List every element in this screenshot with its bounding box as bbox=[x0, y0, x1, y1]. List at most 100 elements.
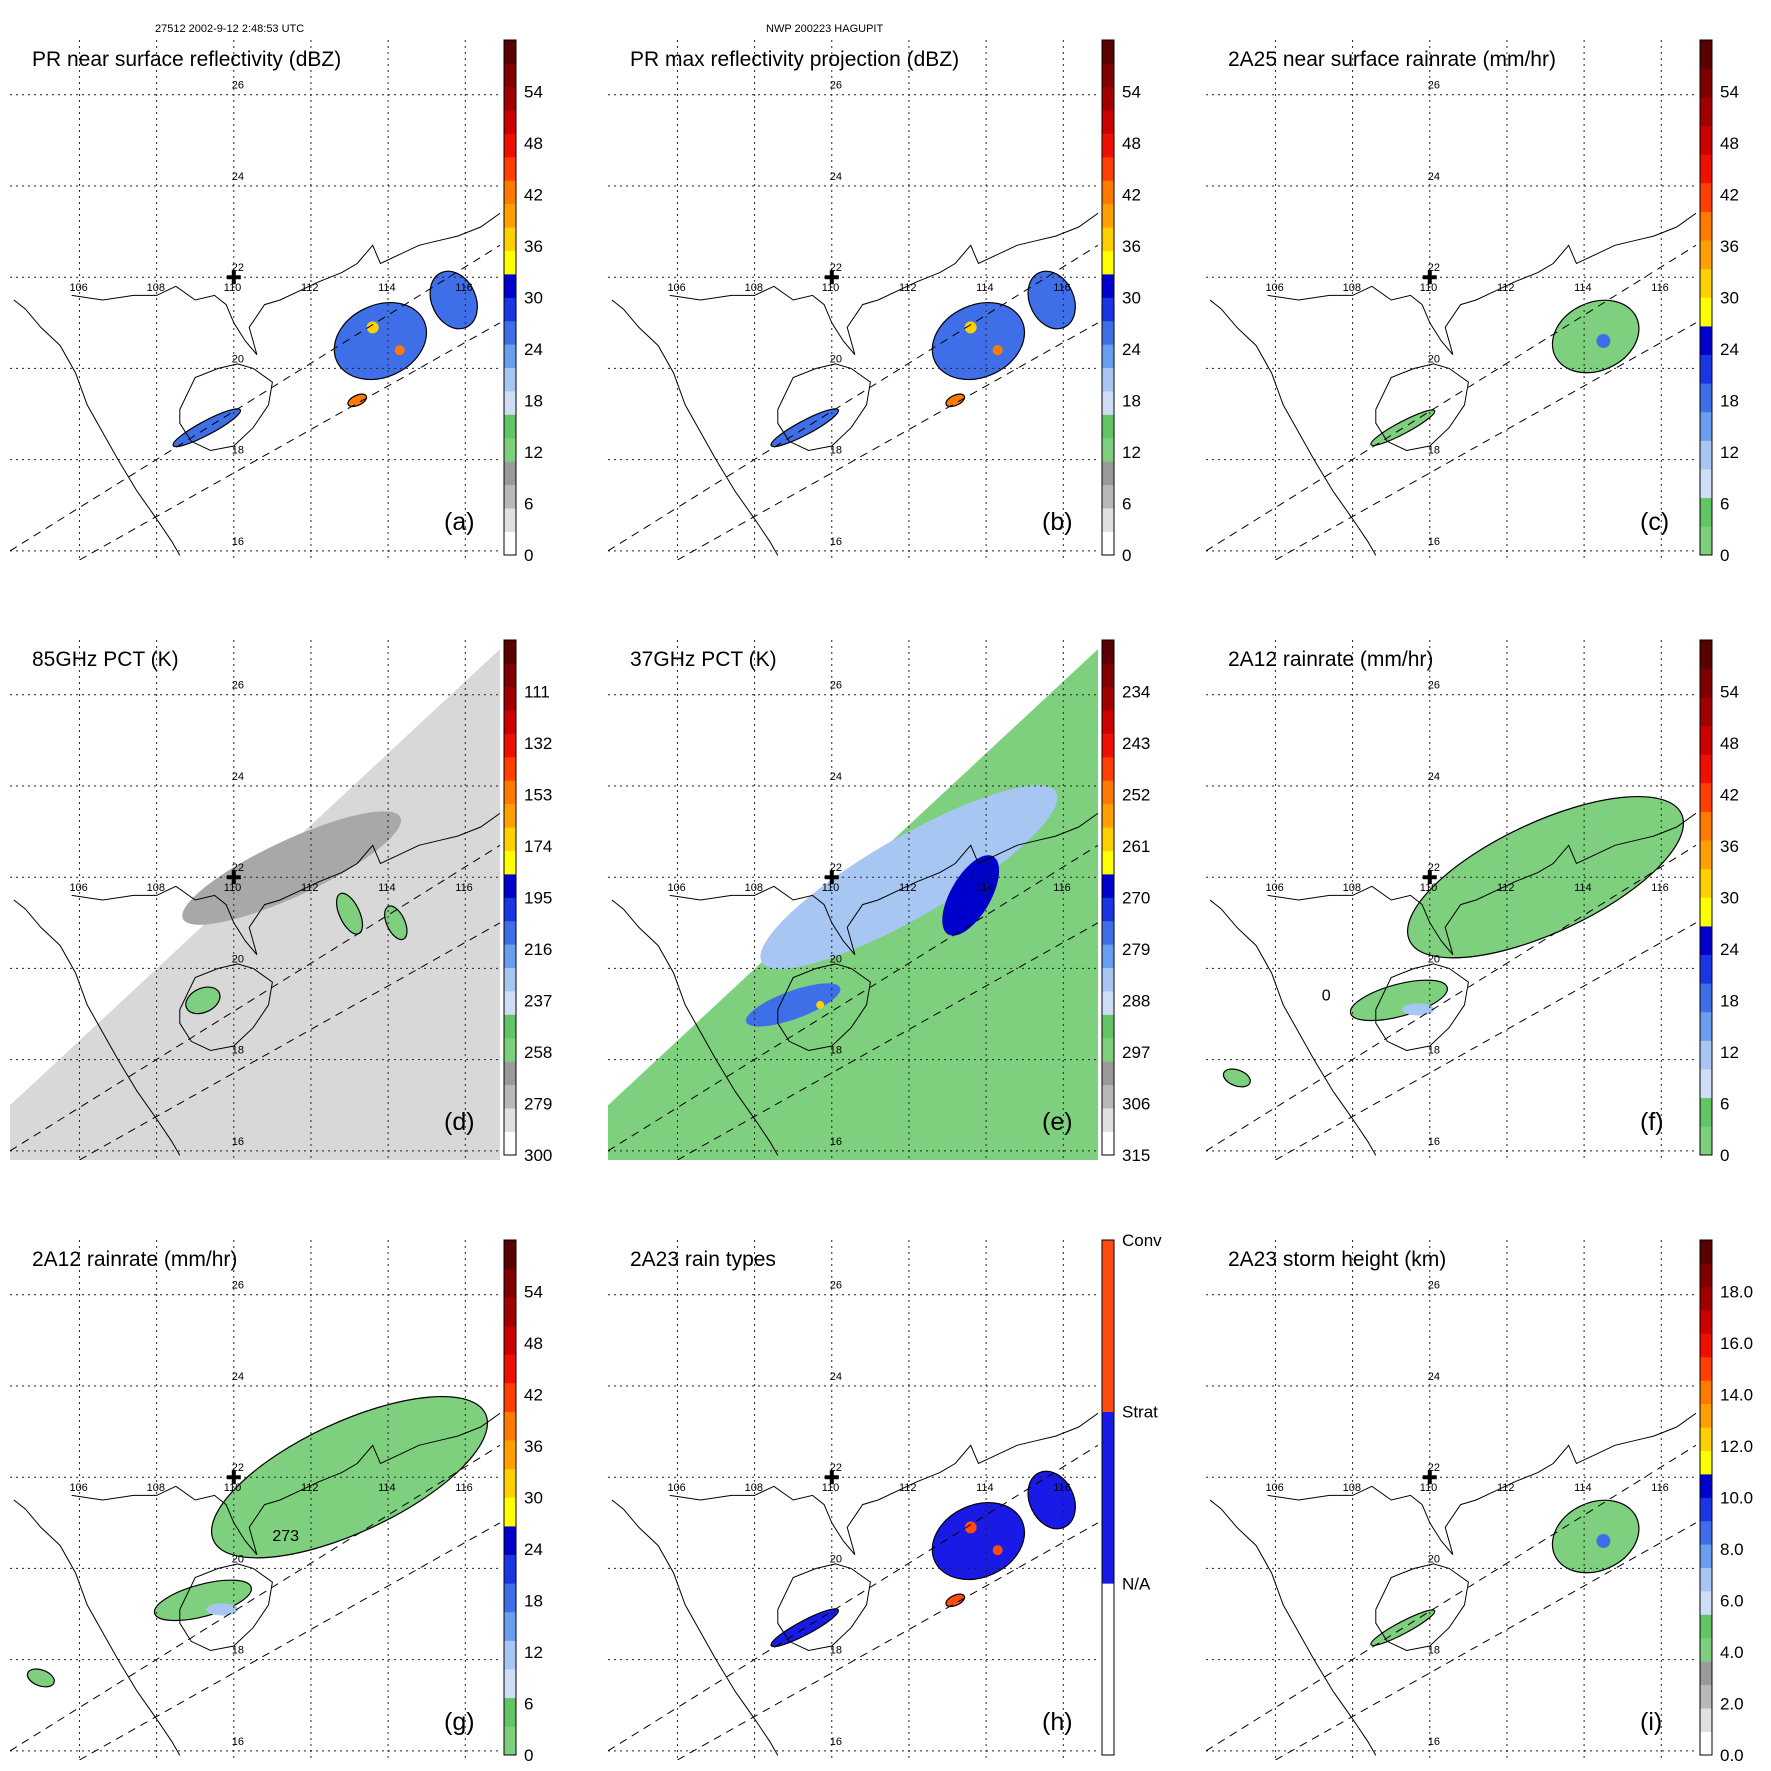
colorbar-tick-label: 54 bbox=[524, 83, 543, 102]
colorbar-swatch bbox=[1102, 180, 1114, 205]
colorbar-tick-label: 12 bbox=[1720, 1043, 1739, 1062]
cold-band bbox=[182, 811, 402, 925]
panel-letter: (h) bbox=[1042, 1708, 1073, 1736]
lon-label: 114 bbox=[378, 882, 396, 894]
colorbar-swatch bbox=[1700, 326, 1712, 356]
colorbar-tick-label: 14.0 bbox=[1720, 1386, 1753, 1405]
colorbar-tick-label: 0 bbox=[524, 1746, 533, 1765]
colorbar-tick-label: Strat bbox=[1122, 1403, 1158, 1422]
panel-letter: (e) bbox=[1042, 1108, 1073, 1136]
colorbar-swatch bbox=[504, 663, 516, 688]
coastline bbox=[13, 899, 181, 1156]
colorbar-swatch bbox=[504, 86, 516, 111]
lat-label: 22 bbox=[232, 862, 244, 874]
colorbar-swatch bbox=[1700, 1591, 1712, 1615]
lat-label: 18 bbox=[1428, 1045, 1440, 1057]
swath-edge bbox=[1206, 244, 1696, 552]
colorbar-swatch bbox=[1102, 63, 1114, 88]
lat-label: 22 bbox=[232, 262, 244, 274]
colorbar-swatch bbox=[1700, 1040, 1712, 1070]
colorbar-swatch bbox=[1102, 850, 1114, 875]
lat-label: 18 bbox=[1428, 445, 1440, 457]
colorbar-swatch bbox=[504, 1669, 516, 1699]
colorbar-swatch bbox=[1102, 110, 1114, 134]
colorbar: N/A Strat Conv bbox=[1101, 1231, 1162, 1756]
storm-center-marker bbox=[824, 1470, 839, 1485]
colorbar-tick-label: 30 bbox=[1720, 289, 1739, 308]
coastline bbox=[777, 963, 871, 1052]
lon-label: 110 bbox=[1420, 882, 1438, 894]
lon-label: 116 bbox=[1651, 882, 1669, 894]
ice-scattering-area bbox=[185, 986, 221, 1015]
lon-label: 116 bbox=[455, 1482, 473, 1494]
lon-label: 112 bbox=[1497, 282, 1515, 294]
lat-label: 24 bbox=[830, 771, 842, 783]
colorbar-tick-label: 306 bbox=[1122, 1095, 1150, 1114]
colorbar-swatch bbox=[504, 40, 516, 64]
coastline bbox=[1209, 299, 1377, 556]
lat-label: 20 bbox=[830, 953, 842, 965]
lon-label: 108 bbox=[147, 282, 165, 294]
rain-area bbox=[347, 393, 368, 408]
colorbar-swatch bbox=[1700, 411, 1712, 441]
colorbar-tick-label: 18 bbox=[1720, 992, 1739, 1011]
swath-edge bbox=[677, 322, 1098, 560]
rain-area bbox=[1027, 270, 1076, 330]
coastline bbox=[179, 1563, 273, 1652]
colorbar-tick-label: 54 bbox=[524, 1283, 543, 1302]
lat-label: 20 bbox=[1428, 1553, 1440, 1565]
panel-e: 26 24 22 20 18 16 106 108 110 112 114 116 37GHz PCT … bbox=[608, 639, 1150, 1165]
colorbar-tick-label: 12 bbox=[1720, 443, 1739, 462]
lon-label: 116 bbox=[1053, 1482, 1071, 1494]
colorbar-tick-label: 0.0 bbox=[1720, 1746, 1744, 1765]
colorbar-swatch bbox=[1700, 983, 1712, 1013]
colorbar-swatch bbox=[504, 133, 516, 158]
colorbar-swatch bbox=[504, 180, 516, 205]
lon-label: 112 bbox=[301, 882, 319, 894]
colorbar-tick-label: 216 bbox=[524, 940, 552, 959]
lat-label: 24 bbox=[232, 171, 244, 183]
colorbar-swatch bbox=[504, 1468, 516, 1498]
lon-label: 114 bbox=[976, 282, 994, 294]
lat-label: 16 bbox=[830, 1736, 842, 1748]
colorbar-swatch bbox=[504, 1726, 516, 1756]
colorbar-tick-label: 111 bbox=[524, 683, 550, 702]
coastline bbox=[611, 899, 779, 1156]
colorbar-tick-label: 30 bbox=[524, 1489, 543, 1508]
colorbar-tick-label: 42 bbox=[1720, 186, 1739, 205]
colorbar-swatch bbox=[1102, 686, 1114, 711]
colorbar-swatch bbox=[1700, 640, 1712, 669]
lon-label: 112 bbox=[1497, 882, 1515, 894]
panel-letter: (b) bbox=[1042, 508, 1073, 536]
orbit-info: 27512 2002-9-12 2:48:53 UTC bbox=[155, 23, 305, 35]
colorbar-tick-label: 48 bbox=[1720, 734, 1739, 753]
lon-label: 106 bbox=[667, 282, 685, 294]
colorbar-swatch bbox=[1700, 1497, 1712, 1522]
lat-label: 26 bbox=[232, 680, 244, 692]
colorbar-swatch bbox=[504, 1554, 516, 1584]
colorbar-swatch bbox=[1700, 68, 1712, 98]
rain-area bbox=[1027, 1470, 1076, 1530]
lat-label: 16 bbox=[1428, 1736, 1440, 1748]
colorbar-swatch bbox=[1102, 414, 1114, 439]
convective-cell bbox=[816, 1000, 825, 1009]
panel-title: PR near surface reflectivity (dBZ) bbox=[32, 48, 341, 71]
lon-label: 112 bbox=[301, 1482, 319, 1494]
rain-area bbox=[770, 1608, 840, 1648]
colorbar-swatch bbox=[504, 1268, 516, 1298]
lat-label: 18 bbox=[232, 445, 244, 457]
lon-label: 110 bbox=[822, 282, 840, 294]
lat-label: 18 bbox=[1428, 1645, 1440, 1657]
colorbar-swatch bbox=[1102, 920, 1114, 945]
colorbar-tick-label: 252 bbox=[1122, 786, 1150, 805]
colorbar-tick-label: 54 bbox=[1720, 83, 1739, 102]
colorbar-swatch bbox=[1102, 133, 1114, 158]
map-area: 26 24 22 20 18 16 106 108 110 112 114 116 bbox=[608, 1240, 1098, 1760]
colorbar-swatch bbox=[1700, 1474, 1712, 1498]
colorbar-tick-label: 24 bbox=[524, 340, 543, 359]
colorbar-tick-label: 153 bbox=[524, 786, 552, 805]
swath-edge bbox=[677, 1522, 1098, 1760]
colorbar-swatch bbox=[1102, 157, 1114, 181]
colorbar-swatch bbox=[1700, 1731, 1712, 1756]
colorbar-tick-label: 48 bbox=[524, 1334, 543, 1353]
